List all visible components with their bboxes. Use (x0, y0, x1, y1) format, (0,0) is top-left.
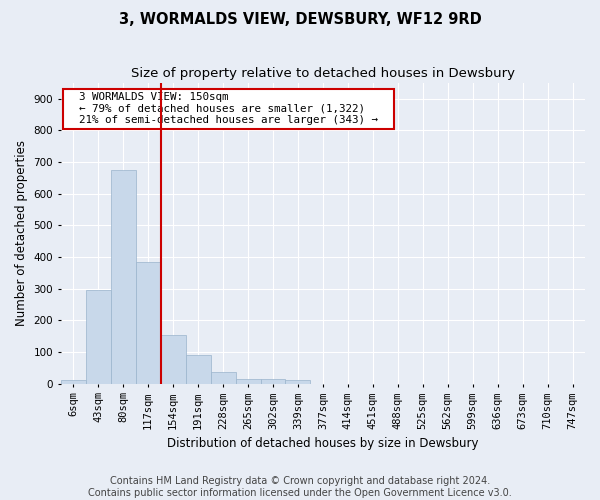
Text: Contains HM Land Registry data © Crown copyright and database right 2024.
Contai: Contains HM Land Registry data © Crown c… (88, 476, 512, 498)
Text: 3 WORMALDS VIEW: 150sqm  
  ← 79% of detached houses are smaller (1,322)  
  21%: 3 WORMALDS VIEW: 150sqm ← 79% of detache… (66, 92, 391, 126)
Text: 3, WORMALDS VIEW, DEWSBURY, WF12 9RD: 3, WORMALDS VIEW, DEWSBURY, WF12 9RD (119, 12, 481, 28)
Bar (61, 380, 86, 384)
Bar (211, 372, 236, 384)
Bar (86, 290, 111, 384)
Bar (260, 379, 286, 384)
Bar (136, 262, 161, 384)
Bar (111, 170, 136, 384)
Y-axis label: Number of detached properties: Number of detached properties (15, 140, 28, 326)
X-axis label: Distribution of detached houses by size in Dewsbury: Distribution of detached houses by size … (167, 437, 479, 450)
Bar (236, 379, 260, 384)
Bar (185, 355, 211, 384)
Title: Size of property relative to detached houses in Dewsbury: Size of property relative to detached ho… (131, 68, 515, 80)
Bar (286, 380, 310, 384)
Bar (161, 334, 185, 384)
